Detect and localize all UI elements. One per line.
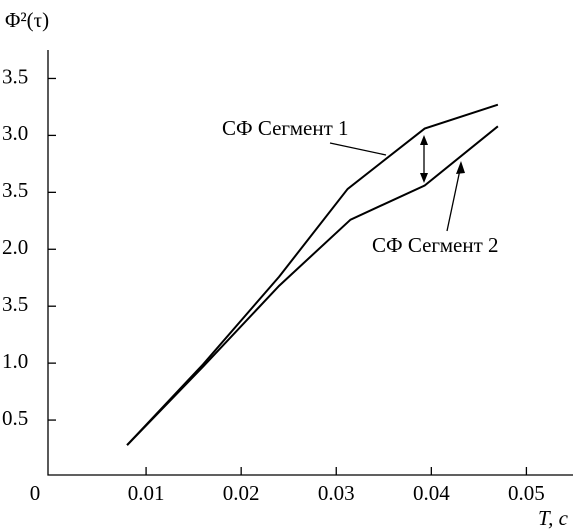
x-tick-label: 0.02 [223,481,260,505]
y-tick-label: 1.0 [2,349,28,373]
leader-arrow [446,164,462,232]
x-tick-label: 0.05 [508,481,545,505]
y-axis-title: Φ²(τ) [5,8,49,32]
y-tick-label: 3.0 [2,121,28,145]
y-tick-label: 3.5 [2,292,28,316]
y-tick-label: 3.5 [2,178,28,202]
x-tick-label: 0 [30,481,41,505]
y-tick-label: 2.0 [2,235,28,259]
x-tick-label: 0.01 [128,481,165,505]
annotation: СФ Сегмент 1 [222,116,349,140]
x-tick-label: 0.03 [318,481,355,505]
axes [47,50,573,476]
x-tick-label: 0.04 [413,481,450,505]
line [126,125,499,446]
leader-line [329,142,387,156]
x-axis-title: T, c [538,506,569,530]
arrow-head [456,161,465,174]
annotation: СФ Сегмент 2 [372,233,499,257]
line [126,103,499,446]
y-tick-label: 0.5 [2,406,28,430]
y-tick-label: 3.5 [2,64,28,88]
arrow-head [420,135,428,183]
